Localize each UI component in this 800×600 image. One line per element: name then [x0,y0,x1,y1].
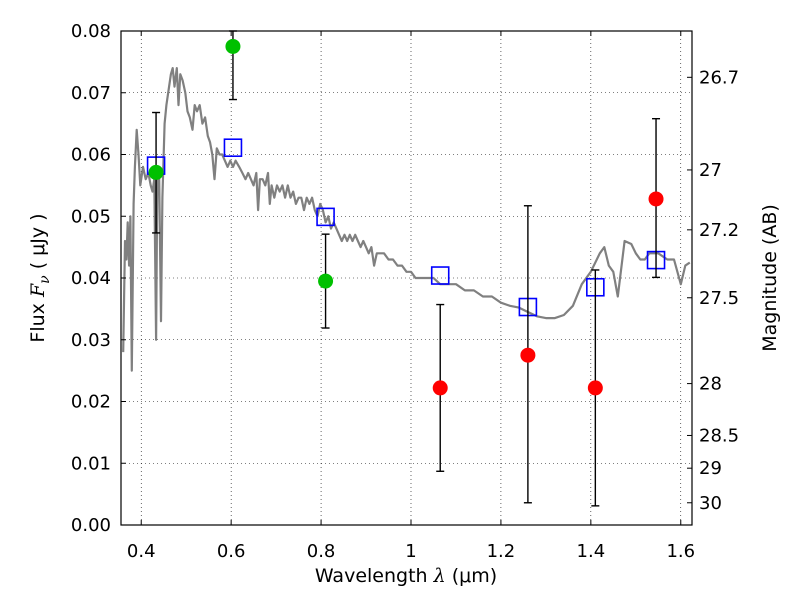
x-tick-label: 1 [405,541,416,562]
model-photometry-square [430,266,450,285]
photometry-point [432,380,448,396]
x-tick-label: 1.6 [666,541,695,562]
right-tick-label: 28 [699,374,722,395]
photometry-point [318,273,334,289]
y-tick-label: 0.04 [71,268,111,289]
photometry-point [225,38,241,54]
y-tick-label: 0.03 [71,330,111,351]
y-tick-label: 0.07 [71,83,111,104]
y-tick-label: 0.00 [71,515,111,536]
y-tick-label: 0.05 [71,206,111,227]
model-photometry-square [223,138,243,158]
x-tick-label: 0.8 [307,541,336,562]
x-tick-label: 0.6 [217,541,246,562]
right-tick-label: 27.5 [699,288,739,309]
right-tick-label: 27.2 [699,220,739,241]
x-tick-label: 1.4 [577,541,606,562]
sed-model-line [122,67,691,372]
y-tick-label: 0.02 [71,392,111,413]
photometry-point [148,164,164,180]
plot-frame [120,30,693,526]
photometry-point [648,191,664,207]
x-tick-label: 0.4 [127,541,156,562]
y-tick-label: 0.08 [71,21,111,42]
right-tick-label: 26.7 [699,67,739,88]
y-tick-label: 0.06 [71,145,111,166]
model-photometry-square [316,207,335,227]
y-axis-label: Flux Fν ( μJy ) [27,213,53,342]
grid [121,30,692,526]
ticks: 0.4 0.6 0.8 1 1.2 1.4 1.6 0.00 0.01 0.02 0.03 0.04 0… [71,21,739,562]
photometry-point [520,347,536,363]
series-layer [122,30,691,507]
right-tick-label: 30 [699,493,722,514]
x-axis-label: Wavelength λ (μm) [315,565,497,587]
right-tick-label: 27 [699,160,722,181]
right-axis-label: Magnitude (AB) [759,204,781,352]
y-tick-label: 0.01 [71,453,111,474]
photometry-point [587,380,603,396]
right-tick-label: 29 [699,458,722,479]
right-tick-label: 28.5 [699,425,739,446]
x-tick-label: 1.2 [487,541,516,562]
